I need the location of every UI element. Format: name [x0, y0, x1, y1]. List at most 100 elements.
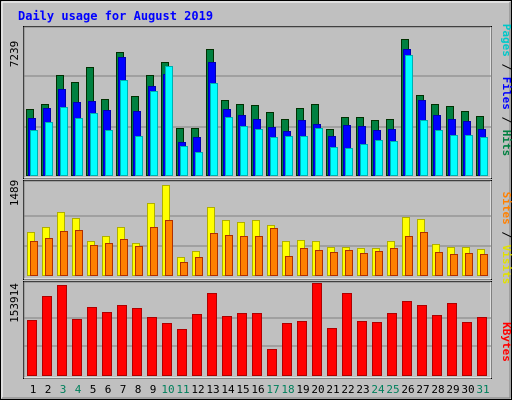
x-tick-label-day-22: 22 [341, 383, 354, 396]
top-pages-bar-day-21 [330, 147, 338, 176]
x-tick-label-day-20: 20 [311, 383, 324, 396]
x-tick-label-day-17: 17 [266, 383, 279, 396]
top-pages-bar-day-28 [435, 130, 443, 176]
middle-sites-bar-day-2 [45, 238, 53, 276]
bottom-kbytes-bar-day-10 [162, 323, 172, 376]
middle-panel-legend: Sites / Visits [500, 192, 512, 285]
middle-sites-bar-day-4 [75, 230, 83, 276]
middle-panel-bars [27, 185, 488, 276]
bottom-kbytes-bar-day-24 [372, 322, 382, 376]
x-tick-label-day-31: 31 [476, 383, 489, 396]
top-ymax-label: 7239 [8, 41, 21, 68]
x-tick-label-day-29: 29 [446, 383, 459, 396]
x-tick-label-day-13: 13 [206, 383, 219, 396]
bottom-kbytes-bar-day-12 [192, 314, 202, 376]
x-tick-label-day-25: 25 [386, 383, 399, 396]
middle-sites-bar-day-9 [150, 227, 158, 276]
middle-sites-bar-day-3 [60, 231, 68, 276]
bottom-kbytes-bar-day-30 [462, 322, 472, 376]
x-tick-label-day-18: 18 [281, 383, 294, 396]
bottom-legend-text: KBytes [500, 322, 512, 362]
bottom-kbytes-bar-day-9 [147, 317, 157, 376]
top-pages-bar-day-15 [240, 126, 248, 176]
legend-kbytes: KBytes [500, 322, 512, 362]
middle-sites-bar-day-8 [135, 246, 143, 276]
middle-sites-bar-day-15 [240, 236, 248, 276]
x-tick-label-day-15: 15 [236, 383, 249, 396]
top-pages-bar-day-18 [285, 136, 293, 176]
middle-sites-bar-day-26 [405, 236, 413, 276]
middle-sites-bar-day-28 [435, 252, 443, 276]
top-pages-bar-day-19 [300, 136, 308, 176]
top-pages-bar-day-8 [135, 136, 143, 176]
x-tick-label-day-11: 11 [176, 383, 189, 396]
middle-sites-bar-day-17 [270, 228, 278, 276]
middle-sites-bar-day-16 [255, 236, 263, 276]
bottom-kbytes-bar-day-31 [477, 317, 487, 376]
top-pages-bar-day-3 [60, 107, 68, 176]
bottom-kbytes-bar-day-7 [117, 305, 127, 376]
top-pages-bar-day-7 [120, 80, 128, 176]
top-pages-bar-day-1 [30, 130, 38, 176]
middle-sites-bar-day-10 [165, 220, 173, 276]
middle-sites-bar-day-20 [315, 250, 323, 276]
middle-sites-bar-day-31 [480, 254, 488, 276]
legend-separator: / [500, 110, 512, 130]
middle-sites-bar-day-12 [195, 257, 203, 276]
x-tick-label-day-8: 8 [135, 383, 142, 396]
x-tick-label-day-26: 26 [401, 383, 414, 396]
x-tick-label-day-9: 9 [150, 383, 157, 396]
middle-sites-bar-day-11 [180, 262, 188, 276]
bottom-kbytes-bar-day-14 [222, 316, 232, 376]
top-pages-bar-day-2 [45, 122, 53, 176]
legend-files: Files [500, 77, 512, 110]
bottom-kbytes-bar-day-2 [42, 296, 52, 376]
top-legend-text: Pages / Files / Hits [500, 24, 512, 157]
x-tick-label-day-4: 4 [75, 383, 82, 396]
chart-title: Daily usage for August 2019 [18, 9, 213, 23]
top-pages-bar-day-12 [195, 152, 203, 176]
bottom-kbytes-bar-day-5 [87, 307, 97, 376]
x-tick-label-day-5: 5 [90, 383, 97, 396]
bottom-kbytes-bar-day-23 [357, 321, 367, 376]
x-tick-label-day-24: 24 [371, 383, 385, 396]
middle-sites-bar-day-30 [465, 253, 473, 276]
top-pages-bar-day-22 [345, 148, 353, 176]
top-pages-bar-day-10 [165, 66, 173, 176]
bottom-ymax-label: 153914 [8, 283, 21, 323]
top-pages-bar-day-14 [225, 117, 233, 176]
middle-sites-bar-day-23 [360, 253, 368, 276]
top-pages-bar-day-11 [180, 146, 188, 176]
top-pages-bar-day-31 [480, 137, 488, 176]
top-pages-bar-day-4 [75, 118, 83, 176]
bottom-kbytes-bar-day-17 [267, 349, 277, 376]
bottom-kbytes-bar-day-4 [72, 319, 82, 376]
legend-hits: Hits [500, 130, 512, 157]
top-pages-bar-day-9 [150, 91, 158, 176]
bottom-kbytes-bar-day-25 [387, 313, 397, 376]
x-tick-label-day-28: 28 [431, 383, 444, 396]
bottom-kbytes-bar-day-15 [237, 313, 247, 376]
bottom-kbytes-bar-day-16 [252, 313, 262, 376]
top-pages-bar-day-27 [420, 120, 428, 176]
top-pages-bar-day-24 [375, 140, 383, 176]
bottom-kbytes-bar-day-28 [432, 315, 442, 376]
middle-sites-bar-day-22 [345, 250, 353, 276]
x-tick-label-day-6: 6 [105, 383, 112, 396]
middle-sites-bar-day-27 [420, 232, 428, 276]
x-tick-label-day-16: 16 [251, 383, 264, 396]
bottom-kbytes-bar-day-21 [327, 328, 337, 376]
x-tick-label-day-23: 23 [356, 383, 369, 396]
legend-separator: / [500, 57, 512, 77]
legend-pages: Pages [500, 24, 512, 57]
bottom-kbytes-bar-day-3 [57, 285, 67, 376]
bottom-kbytes-bar-day-13 [207, 293, 217, 376]
middle-sites-bar-day-5 [90, 245, 98, 276]
top-pages-bar-day-29 [450, 135, 458, 176]
bottom-kbytes-bar-day-26 [402, 301, 412, 376]
middle-ymax-label: 1489 [8, 180, 21, 207]
x-tick-label-day-19: 19 [296, 383, 309, 396]
x-tick-label-day-14: 14 [221, 383, 235, 396]
x-tick-label-day-7: 7 [120, 383, 127, 396]
